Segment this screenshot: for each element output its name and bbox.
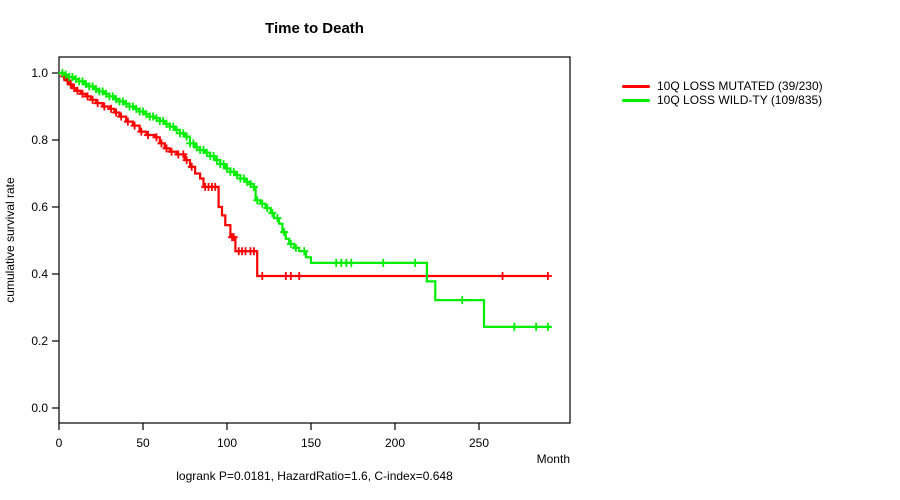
legend-item-wildtype: 10Q LOSS WILD-TY (109/835)	[622, 93, 823, 107]
x-tick-label: 0	[56, 436, 63, 450]
x-tick-label: 250	[469, 436, 489, 450]
y-tick-label: 0.4	[31, 267, 48, 281]
legend: 10Q LOSS MUTATED (39/230) 10Q LOSS WILD-…	[622, 79, 823, 107]
survival-curve-wildtype	[59, 71, 552, 328]
x-tick-label: 150	[301, 436, 321, 450]
chart-title: Time to Death	[265, 20, 364, 37]
y-tick-label: 0.2	[31, 334, 48, 348]
x-tick-label: 50	[136, 436, 150, 450]
legend-line-green	[622, 98, 650, 102]
stats-annotation: logrank P=0.0181, HazardRatio=1.6, C-ind…	[176, 469, 453, 483]
x-tick-label: 200	[385, 436, 405, 450]
legend-item-mutated: 10Q LOSS MUTATED (39/230)	[622, 79, 823, 93]
y-tick-label: 1.0	[31, 66, 48, 80]
y-tick-label: 0.6	[31, 200, 48, 214]
x-axis-title: Month	[536, 452, 570, 466]
legend-label-mutated: 10Q LOSS MUTATED (39/230)	[657, 79, 823, 93]
x-tick-label: 100	[217, 436, 237, 450]
legend-label-wildtype: 10Q LOSS WILD-TY (109/835)	[657, 93, 823, 107]
y-tick-label: 0.0	[31, 401, 48, 415]
plot-box	[58, 56, 571, 424]
legend-line-red	[622, 84, 650, 88]
y-tick-label: 0.8	[31, 133, 48, 147]
